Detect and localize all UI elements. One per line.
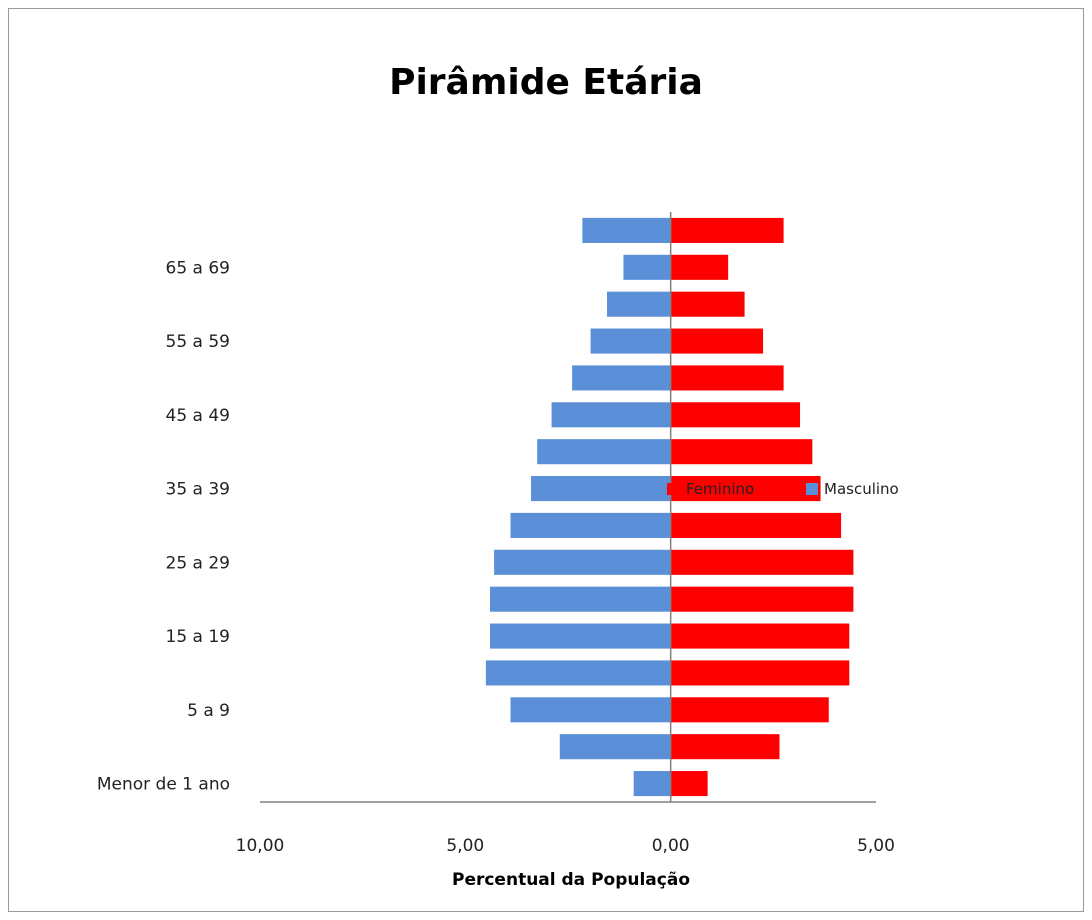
legend-label-masculino: Masculino	[824, 480, 899, 498]
y-tick-label: Menor de 1 ano	[97, 775, 230, 795]
bar-masculino-1	[559, 734, 671, 760]
bar-masculino-6	[494, 549, 671, 575]
y-tick-label: 35 a 39	[166, 480, 231, 500]
bar-feminino-15	[670, 217, 784, 243]
bar-masculino-3	[485, 660, 671, 686]
bar-masculino-13	[607, 291, 671, 317]
legend-swatch-masculino	[806, 483, 818, 495]
bar-masculino-9	[537, 439, 671, 465]
bar-masculino-8	[531, 476, 671, 502]
bar-feminino-12	[670, 328, 764, 354]
x-tick-label: 0,00	[652, 836, 690, 856]
legend-label-feminino: Feminino	[686, 480, 754, 498]
chart-title: Pirâmide Etária	[389, 62, 703, 103]
bar-masculino-10	[551, 402, 671, 428]
bar-feminino-7	[670, 512, 842, 538]
bar-masculino-5	[489, 586, 671, 612]
bar-feminino-10	[670, 402, 801, 428]
x-tick-label: 5,00	[857, 836, 895, 856]
bar-masculino-14	[623, 254, 671, 280]
x-tick-label: 10,00	[236, 836, 285, 856]
bar-masculino-4	[489, 623, 671, 649]
y-tick-label: 55 a 59	[166, 332, 231, 352]
bar-feminino-9	[670, 439, 813, 465]
bar-feminino-5	[670, 586, 854, 612]
bar-masculino-11	[572, 365, 671, 391]
x-tick-label: 5,00	[446, 836, 484, 856]
bar-masculino-7	[510, 512, 671, 538]
bar-feminino-11	[670, 365, 784, 391]
bar-feminino-1	[670, 734, 780, 760]
bar-feminino-3	[670, 660, 850, 686]
bar-feminino-8	[670, 476, 821, 502]
y-tick-label: 25 a 29	[166, 553, 231, 573]
bar-feminino-2	[670, 697, 829, 723]
y-tick-label: 5 a 9	[187, 701, 230, 721]
bar-feminino-0	[670, 771, 708, 797]
bar-feminino-4	[670, 623, 850, 649]
bar-masculino-2	[510, 697, 671, 723]
bar-feminino-6	[670, 549, 854, 575]
bar-masculino-0	[633, 771, 671, 797]
bar-masculino-12	[590, 328, 671, 354]
legend-swatch-feminino	[667, 483, 679, 495]
y-tick-label: 65 a 69	[166, 258, 231, 278]
bar-masculino-15	[582, 217, 671, 243]
y-tick-label: 15 a 19	[166, 627, 231, 647]
x-axis-title: Percentual da População	[451, 870, 691, 890]
bar-feminino-14	[670, 254, 729, 280]
y-tick-label: 45 a 49	[166, 406, 231, 426]
bar-feminino-13	[670, 291, 745, 317]
